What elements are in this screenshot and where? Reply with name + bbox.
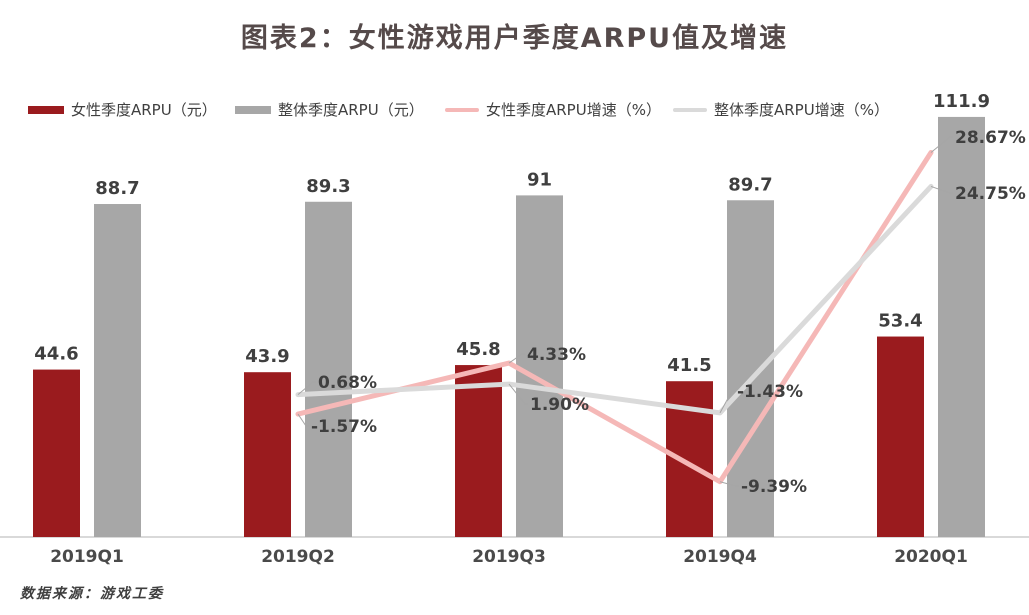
growth-label-female-2020Q1: 28.67% bbox=[955, 128, 1026, 148]
line-female-growth bbox=[295, 150, 934, 485]
bar-overall-2019Q2 bbox=[305, 201, 352, 537]
legend-item-overall-arpu: 整体季度ARPU（元） bbox=[235, 99, 424, 120]
bar-value-label-overall-2019Q4: 89.7 bbox=[728, 174, 772, 195]
growth-label-overall-2019Q4: -1.43% bbox=[737, 382, 803, 402]
legend-item-female-growth: 女性季度ARPU增速（%） bbox=[445, 99, 661, 120]
growth-label-female-2019Q4: -9.39% bbox=[741, 477, 807, 497]
bar-female-2019Q3 bbox=[455, 365, 502, 537]
bar-female-2019Q2 bbox=[244, 372, 291, 537]
bar-value-label-overall-2020Q1: 111.9 bbox=[933, 91, 990, 112]
line-overall-growth bbox=[295, 183, 934, 416]
legend-label-overall-growth: 整体季度ARPU增速（%） bbox=[714, 101, 889, 119]
overall-growth-line-swatch bbox=[673, 107, 707, 112]
x-axis-label-2019Q2: 2019Q2 bbox=[261, 547, 335, 567]
growth-label-overall-2020Q1: 24.75% bbox=[955, 184, 1026, 204]
label-connector-female-2019Q2 bbox=[297, 413, 309, 427]
female-arpu-bar-swatch bbox=[28, 105, 64, 114]
label-connector-overall-2020Q1 bbox=[930, 185, 953, 194]
growth-label-female-2019Q2: -1.57% bbox=[311, 417, 377, 437]
x-axis-label-2019Q3: 2019Q3 bbox=[472, 547, 546, 567]
bar-value-label-female-2020Q1: 53.4 bbox=[878, 311, 922, 332]
female-growth-line-swatch bbox=[445, 107, 479, 112]
x-axis-label-2020Q1: 2020Q1 bbox=[894, 547, 968, 567]
x-axis-label-2019Q1: 2019Q1 bbox=[50, 547, 124, 567]
bar-overall-2019Q3 bbox=[516, 195, 563, 538]
legend-label-female-growth: 女性季度ARPU增速（%） bbox=[486, 101, 661, 119]
legend-item-female-arpu: 女性季度ARPU（元） bbox=[28, 99, 217, 120]
legend-item-overall-growth: 整体季度ARPU增速（%） bbox=[673, 99, 889, 120]
bar-female-2019Q1 bbox=[33, 369, 80, 537]
label-connector-overall-2019Q2 bbox=[297, 381, 316, 396]
bar-value-label-female-2019Q2: 43.9 bbox=[245, 346, 289, 367]
growth-label-overall-2019Q2: 0.68% bbox=[318, 373, 377, 393]
bar-value-label-female-2019Q3: 45.8 bbox=[456, 339, 500, 360]
legend-label-female-arpu: 女性季度ARPU（元） bbox=[71, 101, 217, 119]
label-connector-female-2019Q4 bbox=[719, 481, 739, 487]
label-connector-overall-2019Q4 bbox=[719, 390, 735, 414]
growth-label-female-2019Q3: 4.33% bbox=[527, 345, 586, 365]
chart-title: 图表2：女性游戏用户季度ARPU值及增速 bbox=[240, 23, 789, 54]
source-note: 数据来源：游戏工委 bbox=[20, 586, 164, 602]
bar-overall-2020Q1 bbox=[938, 116, 985, 537]
bar-overall-2019Q1 bbox=[94, 204, 141, 537]
growth-label-overall-2019Q3: 1.90% bbox=[530, 395, 589, 415]
label-connector-overall-2019Q3 bbox=[508, 383, 528, 405]
label-connector-female-2019Q3 bbox=[508, 353, 525, 364]
bar-value-label-overall-2019Q1: 88.7 bbox=[95, 178, 139, 199]
x-axis-label-2019Q4: 2019Q4 bbox=[683, 547, 757, 567]
bar-value-label-female-2019Q4: 41.5 bbox=[667, 355, 711, 376]
overall-arpu-bar-swatch bbox=[235, 105, 271, 114]
label-connector-female-2020Q1 bbox=[930, 136, 953, 153]
bar-female-2020Q1 bbox=[877, 336, 924, 537]
bar-value-label-female-2019Q1: 44.6 bbox=[34, 344, 78, 365]
bar-value-label-overall-2019Q2: 89.3 bbox=[306, 176, 350, 197]
bar-value-label-overall-2019Q3: 91 bbox=[527, 169, 552, 190]
legend-label-overall-arpu: 整体季度ARPU（元） bbox=[278, 101, 424, 119]
bar-overall-2019Q4 bbox=[727, 200, 774, 537]
